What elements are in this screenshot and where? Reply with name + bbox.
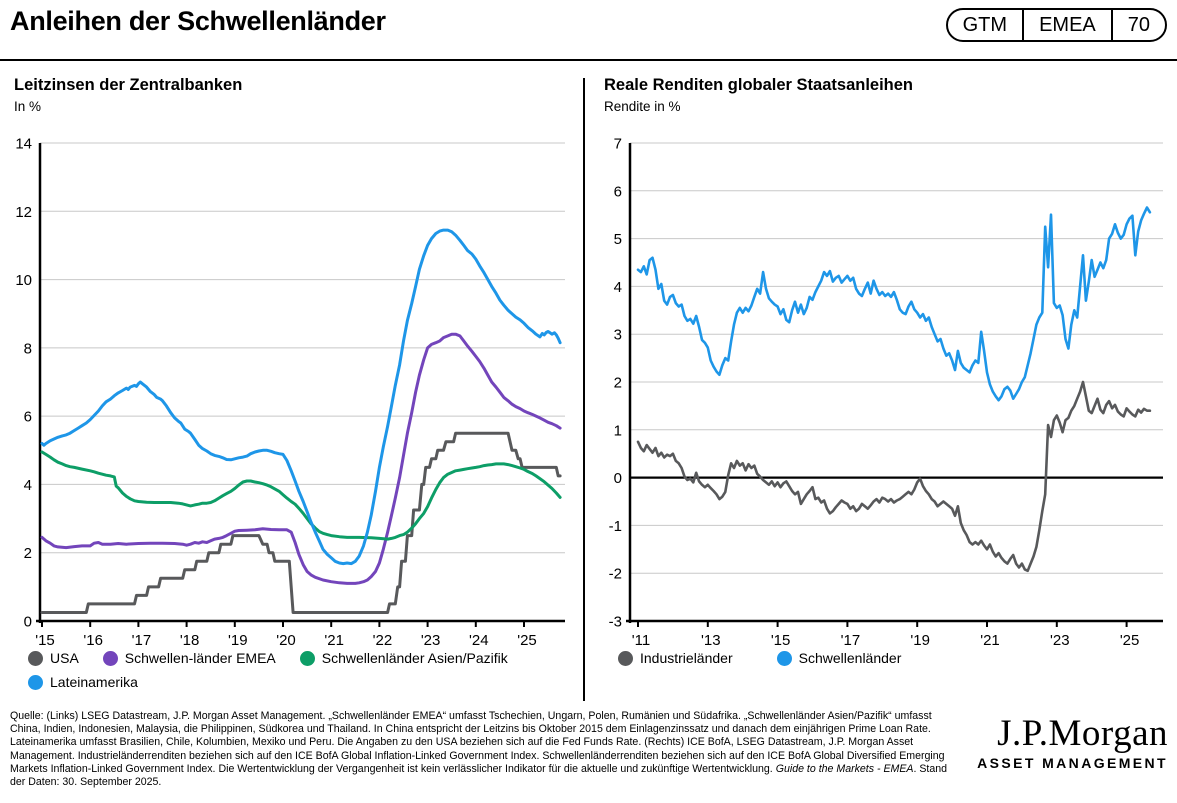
- svg-text:'21: '21: [980, 632, 1000, 649]
- jpmorgan-logo: J.P.Morgan ASSET MANAGEMENT: [977, 713, 1168, 772]
- legend-label: Schwellen-länder EMEA: [124, 650, 276, 666]
- legend-item: Schwellenländer: [776, 650, 902, 666]
- legend-label: Lateinamerika: [50, 674, 138, 690]
- legend-swatch: [776, 650, 792, 666]
- svg-text:'25: '25: [1120, 632, 1140, 649]
- legend-item: Lateinamerika: [28, 674, 138, 690]
- svg-text:'15: '15: [771, 632, 791, 649]
- gtm-badge: GTM EMEA 70: [945, 8, 1167, 42]
- svg-text:'24: '24: [469, 632, 489, 649]
- svg-text:'21: '21: [324, 632, 344, 649]
- svg-text:10: 10: [15, 272, 32, 289]
- svg-text:2: 2: [614, 375, 622, 392]
- legend-item: USA: [28, 650, 79, 666]
- legend-label: USA: [50, 650, 79, 666]
- svg-text:'13: '13: [701, 632, 721, 649]
- legend-item: Industrieländer: [618, 650, 733, 666]
- svg-text:'18: '18: [180, 632, 200, 649]
- legend-label: Schwellenländer Asien/Pazifik: [321, 650, 508, 666]
- svg-text:6: 6: [614, 183, 622, 200]
- svg-text:'15: '15: [35, 632, 55, 649]
- svg-text:12: 12: [15, 204, 32, 221]
- footnote-text: Quelle: (Links) LSEG Datastream, J.P. Mo…: [10, 710, 945, 775]
- right-chart-ylabel: Rendite in %: [604, 99, 681, 114]
- legend-swatch: [618, 650, 633, 666]
- svg-text:3: 3: [614, 327, 622, 344]
- real-yields-chart: -3 -2 -1 0 1 2 3 4 5 6 7 '11 '13 '15 '17 '19 '21 '23 '25: [609, 136, 1163, 649]
- svg-text:'16: '16: [83, 632, 103, 649]
- left-chart-ylabel: In %: [14, 99, 42, 114]
- svg-text:'17: '17: [132, 632, 152, 649]
- jpmorgan-wordmark: J.P.Morgan: [997, 713, 1168, 754]
- svg-text:8: 8: [24, 340, 32, 357]
- svg-text:2: 2: [24, 545, 32, 562]
- header-divider: [0, 59, 1177, 61]
- svg-text:-1: -1: [609, 518, 622, 535]
- left-chart-title: Leitzinsen der Zentralbanken: [14, 76, 243, 94]
- svg-text:1: 1: [614, 422, 622, 439]
- svg-text:'20: '20: [276, 632, 296, 649]
- svg-text:'22: '22: [373, 632, 393, 649]
- svg-text:4: 4: [614, 279, 622, 296]
- left-chart-legend: USA Schwellen-länder EMEA Schwellenländer …: [28, 650, 580, 690]
- legend-swatch: [28, 674, 43, 690]
- asset-management-label: ASSET MANAGEMENT: [977, 755, 1168, 771]
- footnote-suffix: . Stand der Daten: 30. September 2025.: [10, 762, 948, 789]
- badge-gtm: GTM: [962, 13, 1008, 36]
- panel-divider: [583, 78, 585, 701]
- svg-text:7: 7: [614, 136, 622, 153]
- source-footnote: Quelle: (Links) LSEG Datastream, J.P. Mo…: [10, 710, 954, 789]
- svg-text:0: 0: [614, 470, 622, 487]
- legend-item: Schwellen-länder EMEA: [102, 650, 276, 666]
- svg-text:-3: -3: [609, 614, 622, 631]
- legend-item: Schwellenländer Asien/Pazifik: [299, 650, 508, 666]
- svg-text:'19: '19: [910, 632, 930, 649]
- svg-text:5: 5: [614, 231, 622, 248]
- svg-text:'23: '23: [421, 632, 441, 649]
- svg-text:6: 6: [24, 409, 32, 426]
- svg-text:'19: '19: [228, 632, 248, 649]
- right-chart-title: Reale Renditen globaler Staatsanleihen: [604, 76, 914, 94]
- legend-swatch: [28, 650, 43, 666]
- policy-rates-chart: 0 2 4 6 8 10 12 14 '15 '16 '17 '18 '19 '20 '21 '22 '23 '2…: [15, 136, 565, 649]
- svg-text:'23: '23: [1050, 632, 1070, 649]
- svg-text:'25: '25: [517, 632, 537, 649]
- svg-text:'17: '17: [841, 632, 861, 649]
- svg-text:4: 4: [24, 477, 32, 494]
- legend-label: Industrieländer: [640, 650, 733, 666]
- legend-label: Schwellenländer: [798, 650, 902, 666]
- legend-swatch: [102, 650, 118, 666]
- legend-swatch: [299, 650, 315, 666]
- svg-text:-2: -2: [609, 566, 622, 583]
- badge-region: EMEA: [1022, 10, 1111, 40]
- svg-text:'11: '11: [632, 632, 650, 649]
- svg-text:0: 0: [24, 614, 32, 631]
- svg-text:14: 14: [15, 136, 32, 153]
- right-chart-legend: Industrieländer Schwellenländer: [618, 650, 901, 666]
- badge-page-number: 70: [1110, 10, 1165, 40]
- footnote-publication: Guide to the Markets - EMEA: [775, 762, 914, 775]
- page-title: Anleihen der Schwellenländer: [10, 6, 386, 36]
